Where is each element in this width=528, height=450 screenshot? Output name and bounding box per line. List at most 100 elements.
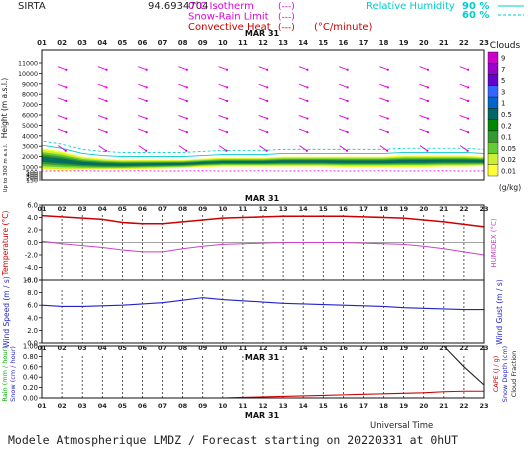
- y-tick-label: -2.0: [25, 252, 38, 260]
- y-tick-label: 8.0: [27, 289, 38, 297]
- wind-arrow: [298, 115, 308, 119]
- wind-arrow: [258, 83, 268, 88]
- humidex-axis-label: HUMIDEX (°C): [490, 218, 498, 267]
- wind-arrow-head: [386, 131, 389, 134]
- wind-arrow-head: [426, 149, 429, 152]
- rain-axis-label: Rain (mm / hour): [1, 346, 9, 401]
- temperature-axis-label: Temperature (°C): [1, 211, 10, 277]
- wind-arrow: [57, 128, 67, 133]
- wind-arrow: [299, 145, 308, 152]
- wind-arrow: [338, 66, 348, 71]
- cloud-scale-swatch: [487, 96, 499, 109]
- legend-left-label: Snow-Rain Limit: [188, 12, 269, 23]
- hour-label: 10: [218, 344, 228, 352]
- y-tick-label: 4.0: [27, 314, 38, 322]
- y-tick-label: 4.0: [27, 214, 38, 222]
- wind-arrow: [57, 115, 67, 119]
- panel-frame: [41, 345, 485, 399]
- wind-arrow: [97, 128, 107, 133]
- wind-arrow: [339, 145, 348, 152]
- wind-arrow-head: [65, 99, 68, 103]
- universal-time-label: Universal Time: [370, 421, 433, 431]
- wind-arrow: [379, 145, 388, 152]
- wind-arrow: [379, 83, 388, 88]
- wind-arrow: [178, 145, 187, 152]
- isotherm-line: [41, 170, 485, 172]
- series-temperature: [41, 214, 485, 228]
- hour-label: 06: [138, 402, 148, 410]
- cloud-scale-level: 1: [501, 100, 505, 108]
- wind-arrow: [218, 83, 228, 88]
- cloud-scale-title: Clouds: [490, 41, 521, 51]
- hour-label: 01: [37, 402, 47, 410]
- y-tick-label: 0.80: [23, 353, 38, 361]
- height-subaxis-label: Up to 300 m a.s.l.: [3, 143, 9, 192]
- rh-contours: [41, 132, 485, 158]
- wind-arrow-head: [105, 131, 108, 134]
- wind-arrow-head: [185, 131, 188, 134]
- wind-arrow: [138, 115, 147, 119]
- hour-label: 11: [238, 205, 248, 213]
- y-tick-label: 1.00: [23, 343, 38, 351]
- wind-arrow-head: [225, 131, 229, 134]
- hour-label: 17: [359, 344, 368, 352]
- footer-title: Modele Atmospherique LMDZ / Forecast sta…: [8, 433, 458, 447]
- hour-label: 22: [459, 205, 468, 213]
- cloud-scale-level: 0.05: [501, 145, 516, 153]
- cloud-scale-level: 0.01: [501, 167, 516, 175]
- wind-arrow-head: [386, 149, 389, 152]
- wind-arrow-head: [145, 99, 148, 103]
- wind-arrow-head: [426, 117, 430, 120]
- wind-arrow: [258, 128, 268, 133]
- wind-arrow: [258, 97, 268, 102]
- wind-arrow: [379, 97, 388, 102]
- y-tick-label: 0.20: [23, 384, 38, 392]
- hour-label: 05: [118, 402, 128, 410]
- legend-right: Relative Humidity 90 %60 %: [366, 1, 524, 21]
- y-tick-label: 5000: [22, 123, 38, 130]
- wind-arrow-head: [225, 86, 229, 89]
- wind-arrow: [97, 83, 107, 88]
- wind-arrow-head: [65, 117, 68, 120]
- series-wind-speed: [41, 297, 484, 311]
- hour-label: 21: [439, 402, 449, 410]
- wind-arrow-head: [104, 149, 108, 152]
- date-label-bottom: MAR 31: [245, 411, 280, 420]
- wind-arrow: [258, 66, 268, 71]
- y-tick-label: 0.40: [23, 374, 38, 382]
- wind-arrow: [459, 66, 469, 71]
- wind-arrow: [57, 97, 67, 102]
- wind-arrow: [57, 83, 67, 88]
- hour-label: 19: [399, 205, 409, 213]
- y-tick-label: 0.0: [27, 340, 38, 348]
- cloud-scale-swatch: [487, 130, 499, 143]
- hour-label: 08: [178, 344, 188, 352]
- hour-label: 17: [359, 402, 368, 410]
- hour-label: 05: [118, 205, 128, 213]
- y-tick-label: 8000: [22, 92, 38, 99]
- legend-left-symbol: (---): [278, 13, 295, 23]
- hour-label: 05: [117, 39, 127, 47]
- hour-label: 17: [359, 39, 369, 47]
- hour-label: 02: [58, 402, 67, 410]
- wind-arrow-head: [467, 68, 470, 71]
- hour-label: 10: [218, 402, 228, 410]
- y-tick-label: 10.0: [23, 277, 38, 285]
- wind-arrow: [218, 97, 228, 102]
- hour-label: 12: [258, 344, 267, 352]
- hour-label: 06: [138, 344, 148, 352]
- wind-arrow: [178, 128, 188, 133]
- cloud-scale-swatch: [487, 51, 499, 64]
- hour-label: 09: [198, 205, 208, 213]
- wind-arrow-head: [105, 86, 108, 89]
- wind-panel: 10.0 8.0 6.0 4.0 2.0 0.0 Wind Speed (m / s) Win…: [2, 276, 504, 348]
- y-tick-label: 10000: [18, 71, 38, 78]
- wind-arrow-head: [65, 68, 68, 71]
- hour-label: 20: [419, 402, 429, 410]
- y-tick-label: 1000: [22, 165, 38, 172]
- wind-arrow-head: [145, 117, 148, 120]
- wind-arrow: [138, 97, 147, 102]
- wind-arrow: [459, 115, 469, 119]
- wind-arrow: [338, 97, 348, 102]
- cloud-scale-swatch: [487, 74, 499, 87]
